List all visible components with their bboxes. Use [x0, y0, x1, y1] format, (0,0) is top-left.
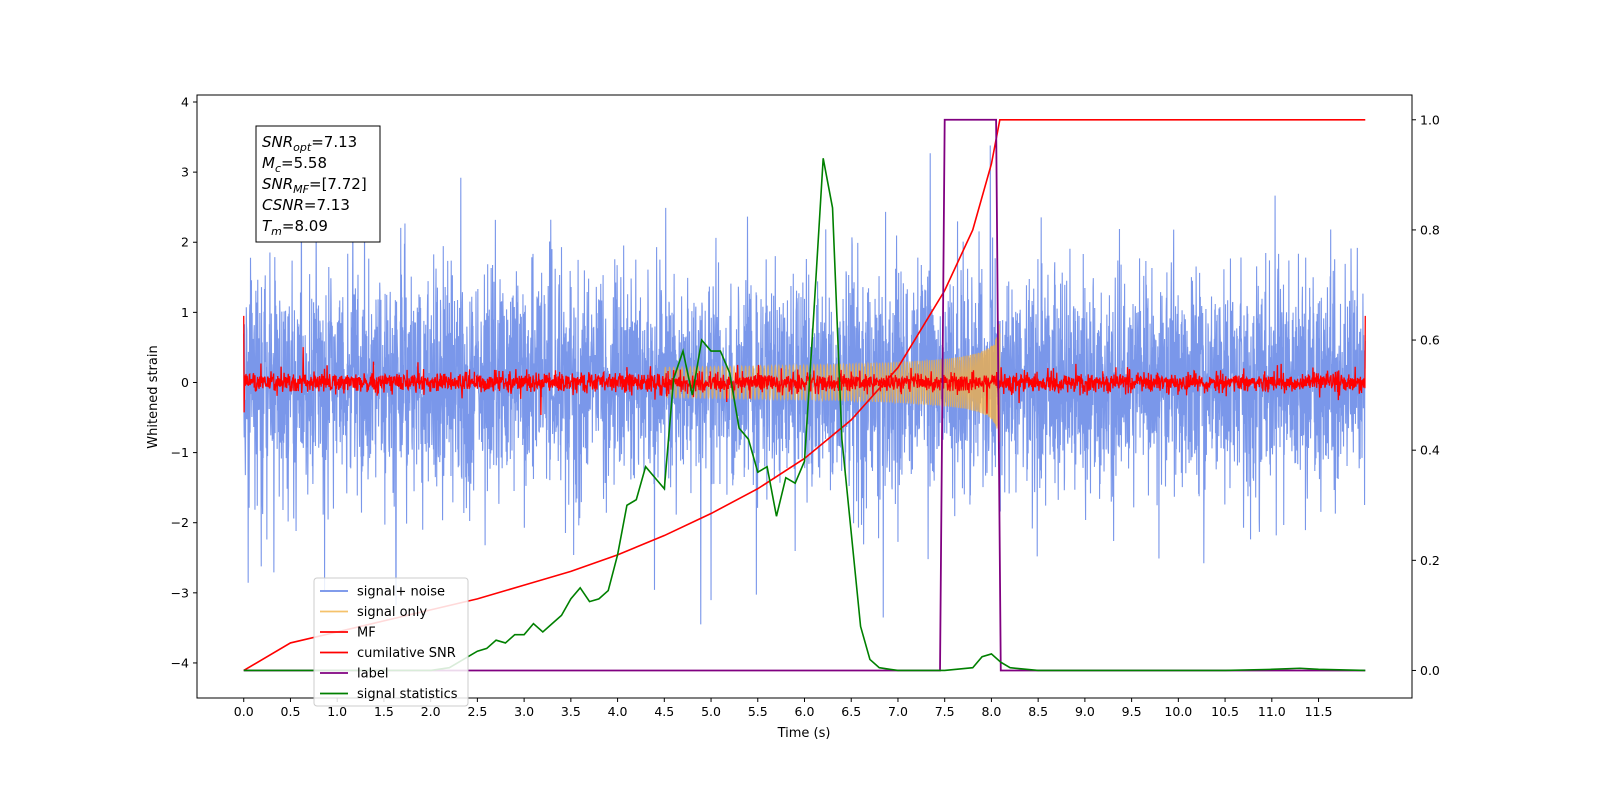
x-tick-label: 3.5 [561, 704, 581, 719]
annotation-line: SNRMF=[7.72] [262, 175, 367, 196]
legend-label: signal statistics [357, 687, 458, 702]
y-left-tick-label: 4 [181, 95, 189, 110]
plot-frame [196, 94, 1413, 699]
legend-label: MF [357, 626, 376, 641]
x-tick-label: 1.5 [374, 704, 394, 719]
annotation-line: SNRopt=7.13 [262, 133, 357, 154]
x-tick-label: 4.0 [608, 704, 628, 719]
x-tick-label: 0.5 [281, 704, 301, 719]
y-right-tick-label: 0.8 [1420, 222, 1440, 237]
x-tick-label: 7.0 [888, 704, 908, 719]
legend-frame [313, 577, 469, 707]
y-left-tick-label: 2 [181, 235, 189, 250]
x-tick-label: 1.0 [327, 704, 347, 719]
y-right-tick-label: 0.0 [1420, 663, 1440, 678]
legend-items: signal+ noise signal only MF cumilative SNR… [320, 585, 458, 702]
y-axis-left-label: Whitened strain [146, 345, 161, 448]
y-axis-right-ticks: 1.0 0.8 0.6 0.4 0.2 0.0 [1412, 112, 1440, 678]
y-left-tick-label: 3 [181, 165, 189, 180]
y-left-tick-label: 0 [181, 375, 189, 390]
x-tick-label: 9.0 [1075, 704, 1095, 719]
x-tick-label: 8.0 [981, 704, 1001, 719]
annotation-line: CSNR=7.13 [262, 196, 350, 214]
y-left-tick-label: −3 [171, 585, 189, 600]
x-tick-label: 10.0 [1164, 704, 1192, 719]
x-tick-label: 5.0 [701, 704, 721, 719]
legend-label: signal only [357, 605, 427, 620]
series-mf-line [243, 315, 1366, 416]
x-axis-label: Time (s) [777, 726, 831, 741]
y-right-tick-label: 0.2 [1420, 553, 1440, 568]
y-axis-left-ticks: 4 3 2 1 0 −1 −2 −3 −4 [171, 95, 197, 670]
x-tick-label: 0.0 [234, 704, 254, 719]
legend-label: cumilative SNR [357, 646, 456, 661]
annotation-line: Tm=8.09 [262, 217, 328, 238]
annotation-line: Mc=5.58 [262, 154, 327, 175]
y-right-tick-label: 1.0 [1420, 112, 1440, 127]
legend: signal+ noise signal only MF cumilative SNR… [313, 577, 469, 707]
y-right-tick-label: 0.4 [1420, 443, 1440, 458]
x-tick-label: 2.0 [421, 704, 441, 719]
x-tick-label: 6.0 [795, 704, 815, 719]
legend-label: label [357, 667, 388, 682]
x-tick-label: 5.5 [748, 704, 768, 719]
x-tick-label: 8.5 [1028, 704, 1048, 719]
y-left-tick-label: −4 [171, 655, 189, 670]
x-tick-label: 11.5 [1305, 704, 1333, 719]
x-tick-label: 4.5 [654, 704, 674, 719]
x-axis-ticks: 0.0 0.5 1.0 1.5 2.0 2.5 3.0 3.5 4.0 4.5 5.0 5.5 6.0 6… [234, 698, 1333, 719]
y-left-tick-label: −1 [171, 445, 189, 460]
y-left-tick-label: −2 [171, 515, 189, 530]
x-tick-label: 10.5 [1211, 704, 1239, 719]
y-left-tick-label: 1 [181, 305, 189, 320]
x-tick-label: 2.5 [467, 704, 487, 719]
series-signal-noise-line [243, 145, 1366, 625]
x-tick-label: 7.5 [935, 704, 955, 719]
series-signal-statistics-line [243, 158, 1366, 672]
series-signal-only-line [663, 324, 1001, 442]
legend-label: signal+ noise [357, 585, 445, 600]
x-tick-label: 11.0 [1258, 704, 1286, 719]
x-tick-label: 9.5 [1122, 704, 1142, 719]
x-tick-label: 3.0 [514, 704, 534, 719]
annotation-frame [255, 125, 381, 243]
x-tick-label: 6.5 [841, 704, 861, 719]
y-right-tick-label: 0.6 [1420, 333, 1440, 348]
